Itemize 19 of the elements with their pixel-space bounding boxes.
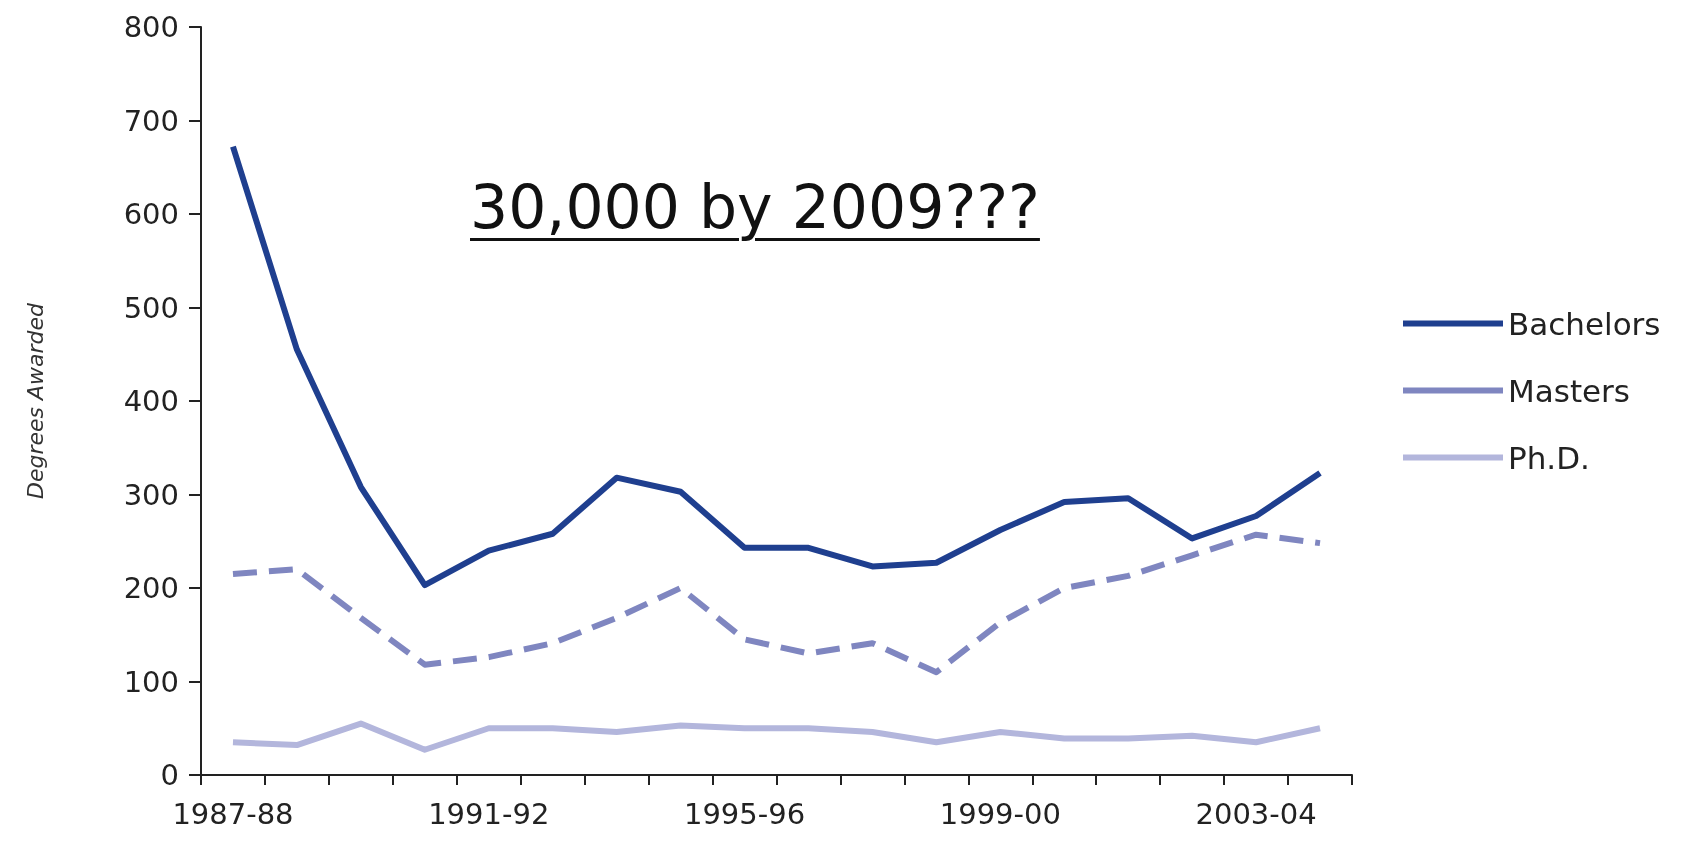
y-tick-label: 500 bbox=[123, 290, 179, 325]
text: 30,000 by 2009??? bbox=[470, 172, 1040, 242]
y-tick-label: 300 bbox=[123, 477, 179, 512]
y-tick-label: 800 bbox=[123, 10, 179, 44]
y-tick-label: 600 bbox=[123, 197, 179, 231]
y-tick-label: 700 bbox=[123, 103, 179, 138]
legend-label: Ph.D. bbox=[1508, 439, 1590, 476]
x-tick-label: 1991-92 bbox=[428, 796, 550, 831]
x-tick-label: 1995-96 bbox=[683, 796, 806, 831]
y-tick-label: 400 bbox=[123, 384, 179, 418]
legend-label: Bachelors bbox=[1508, 305, 1661, 342]
y-tick-label: 0 bbox=[160, 758, 179, 792]
y-tick-label: 200 bbox=[123, 571, 179, 605]
legend-label: Masters bbox=[1508, 372, 1631, 409]
y-axis-title: Degrees Awarded bbox=[22, 301, 48, 500]
x-tick-label: 1987-88 bbox=[172, 796, 294, 831]
x-tick-label: 2003-04 bbox=[1195, 796, 1317, 831]
y-tick-label: 100 bbox=[123, 664, 179, 699]
x-tick-label: 1999-00 bbox=[939, 796, 1061, 831]
